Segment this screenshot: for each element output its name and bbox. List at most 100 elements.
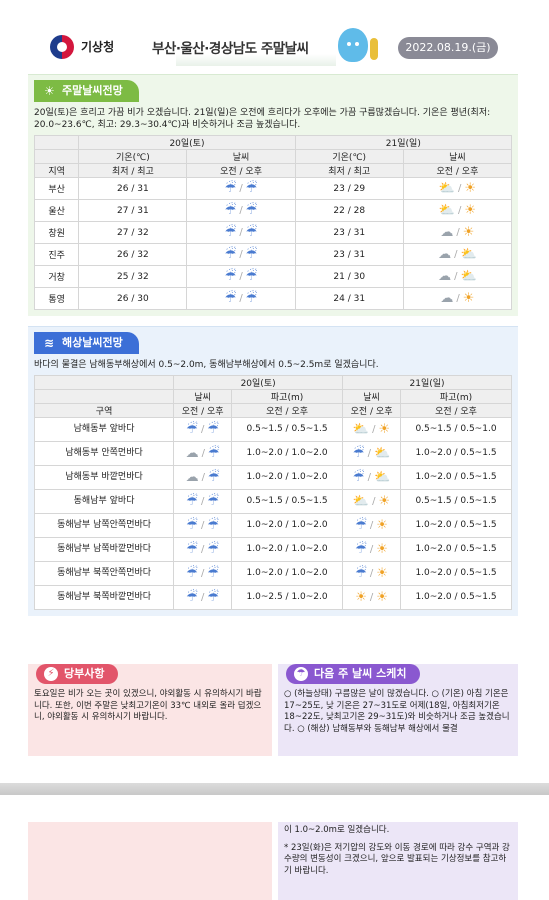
region-cell: 창원 xyxy=(33,221,80,244)
sun-icon: ☀ xyxy=(376,590,388,605)
city-skyline-illustration xyxy=(176,54,336,66)
next-week-title: 다음 주 날씨 스케치 xyxy=(314,667,407,680)
weather-cell: ⛅ / ☀ xyxy=(342,489,402,514)
area-cell: 동해남부 남쪽바깥먼바다 xyxy=(33,537,175,562)
sun-icon: ☀ xyxy=(376,542,388,557)
mascot-icon xyxy=(338,28,368,62)
rain-cloud-icon: ☔ xyxy=(207,446,220,461)
wave-cell: 1.0~2.0 / 0.5~1.5 xyxy=(400,537,512,562)
ampm-header: 오전 / 오후 xyxy=(342,403,402,418)
rain-cloud-icon: ☔ xyxy=(207,542,219,557)
sun-cloud-icon: ⛅ xyxy=(460,247,477,262)
weather-cell: ☔ / ☀ xyxy=(342,537,402,562)
cloud-icon: ☁ xyxy=(440,291,454,306)
weather-header: 날씨 xyxy=(402,149,513,164)
land-forecast-tab: ☀ 주말날씨전망 xyxy=(34,80,139,102)
rain-cloud-icon: ☂ xyxy=(294,667,308,681)
table-row: 남해동부 안쪽먼바다 ☁ / ☔ 1.0~2.0 / 1.0~2.0 ☔ / ⛅ 1.0~2.0… xyxy=(33,441,512,466)
separator: / xyxy=(201,472,205,483)
wave-cell: 1.0~2.0 / 1.0~2.0 xyxy=(231,513,344,538)
rain-cloud-icon: ☔ xyxy=(186,542,198,557)
separator: / xyxy=(454,271,458,282)
rain-cloud-icon: ☔ xyxy=(355,566,367,581)
temp-cell: 24 / 31 xyxy=(294,287,404,310)
separator: / xyxy=(456,227,460,238)
blank-header xyxy=(33,389,175,404)
separator: / xyxy=(239,183,243,194)
rain-cloud-icon: ☔ xyxy=(355,542,367,557)
temp-cell: 22 / 28 xyxy=(294,199,404,222)
separator: / xyxy=(239,227,243,238)
wave-cell: 1.0~2.0 / 1.0~2.0 xyxy=(231,561,344,586)
next-week-panel-continued: 이 1.0~2.0m로 일겠습니다. * 23일(화)은 저기압의 강도와 이동… xyxy=(278,822,518,900)
warning-title: 당부사항 xyxy=(64,667,105,680)
weather-cell: ☔ / ☔ xyxy=(186,287,296,310)
separator: / xyxy=(200,592,205,603)
next-week-continued-text: 이 1.0~2.0m로 일겠습니다. xyxy=(284,825,390,835)
wave-cell: 1.0~2.0 / 0.5~1.5 xyxy=(400,465,512,490)
blank-header xyxy=(33,149,80,164)
rain-cloud-icon: ☔ xyxy=(224,181,237,196)
area-cell: 동해남부 북쪽안쪽먼바다 xyxy=(33,561,175,586)
weather-cell: ☔ / ☔ xyxy=(186,221,296,244)
weather-cell: ☔ / ☀ xyxy=(342,561,402,586)
day2-header: 21일(일) xyxy=(342,375,512,390)
separator: / xyxy=(200,424,205,435)
rain-cloud-icon: ☔ xyxy=(186,566,198,581)
separator: / xyxy=(367,448,371,459)
weather-cell: ☁ / ☀ xyxy=(402,287,513,310)
cloud-icon: ☁ xyxy=(438,269,452,284)
wave-cell: 1.0~2.0 / 1.0~2.0 xyxy=(231,465,344,490)
cloud-icon: ☁ xyxy=(438,247,452,262)
table-row: 동해남부 앞바다 ☔ / ☔ 0.5~1.5 / 0.5~1.5 ⛅ / ☀ 0.5~1.5 /… xyxy=(33,489,512,514)
land-summary: 20일(토)은 흐리고 가끔 비가 오겠습니다. 21일(일)은 오전에 흐리다… xyxy=(34,108,491,130)
table-row: 울산 27 / 31 ☔ / ☔ 22 / 28 ⛅ / ☀ xyxy=(33,199,513,222)
sun-icon: ☀ xyxy=(462,225,475,240)
header: 기상청 부산·울산·경상남도 주말날씨 2022.08.19.(금) xyxy=(28,24,518,70)
sun-cloud-icon: ⛅ xyxy=(352,494,370,509)
temp-cell: 25 / 32 xyxy=(78,265,188,288)
separator: / xyxy=(239,249,243,260)
table-row: 거창 25 / 32 ☔ / ☔ 21 / 30 ☁ / ⛅ xyxy=(33,265,513,288)
rain-cloud-icon: ☔ xyxy=(224,203,237,218)
separator: / xyxy=(201,448,205,459)
table-row: 동해남부 남쪽바깥먼바다 ☔ / ☔ 1.0~2.0 / 1.0~2.0 ☔ / ☀ 1.0~2… xyxy=(33,537,512,562)
sea-summary: 바다의 물결은 남해동부해상에서 0.5~2.0m, 동해남부해상에서 0.5~… xyxy=(34,360,379,370)
separator: / xyxy=(200,496,205,507)
ampm-header: 오전 / 오후 xyxy=(231,403,344,418)
temp-header: 기온(℃) xyxy=(294,149,404,164)
separator: / xyxy=(200,568,205,579)
rain-cloud-icon: ☔ xyxy=(352,446,365,461)
rain-cloud-icon: ☔ xyxy=(224,247,237,262)
cloud-icon: ☁ xyxy=(185,470,199,485)
rain-cloud-icon: ☔ xyxy=(245,225,258,240)
sea-forecast-title: 해상날씨전망 xyxy=(62,336,123,349)
rain-cloud-icon: ☔ xyxy=(207,470,220,485)
warning-panel: ⚡ 당부사항 토요일은 비가 오는 곳이 있겠으니, 야외활동 시 유의하시기 … xyxy=(28,664,272,756)
blank-header xyxy=(33,135,80,150)
separator: / xyxy=(200,544,205,555)
sun-cloud-icon: ⛅ xyxy=(438,203,455,218)
sun-icon: ☀ xyxy=(378,494,391,509)
weather-cell: ☔ / ☔ xyxy=(173,417,233,442)
warning-text: 토요일은 비가 오는 곳이 있겠으니, 야외활동 시 유의하시기 바랍니다. 또… xyxy=(34,689,262,722)
separator: / xyxy=(367,472,371,483)
weather-cell: ⛅ / ☀ xyxy=(402,177,513,200)
warning-panel-continued xyxy=(28,822,272,900)
minmax-header: 최저 / 최고 xyxy=(294,163,404,178)
weather-cell: ☔ / ☔ xyxy=(186,177,296,200)
weather-cell: ⛅ / ☀ xyxy=(402,199,513,222)
sea-table: 20일(토) 21일(일) 날씨 파고(m) 날씨 파고(m) 구역 오전 / … xyxy=(33,375,512,610)
table-row: 통영 26 / 30 ☔ / ☔ 24 / 31 ☁ / ☀ xyxy=(33,287,513,310)
wave-cell: 0.5~1.5 / 0.5~1.0 xyxy=(400,417,512,442)
rain-cloud-icon: ☔ xyxy=(186,518,198,533)
next-week-panel: ☂ 다음 주 날씨 스케치 ○ (하늘상태) 구름많은 날이 많겠습니다. ○ … xyxy=(278,664,518,756)
rain-cloud-icon: ☔ xyxy=(224,225,237,240)
weather-cell: ☔ / ☔ xyxy=(173,537,233,562)
temp-cell: 21 / 30 xyxy=(294,265,404,288)
weather-cell: ☔ / ⛅ xyxy=(342,441,402,466)
weather-cell: ☔ / ☔ xyxy=(186,199,296,222)
wave-cell: 1.0~2.0 / 0.5~1.5 xyxy=(400,513,512,538)
sun-cloud-icon: ☀ xyxy=(44,84,55,98)
ampm-header: 오전 / 오후 xyxy=(402,163,513,178)
